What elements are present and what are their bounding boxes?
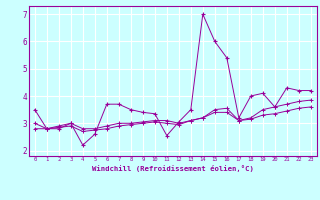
X-axis label: Windchill (Refroidissement éolien,°C): Windchill (Refroidissement éolien,°C) xyxy=(92,165,254,172)
